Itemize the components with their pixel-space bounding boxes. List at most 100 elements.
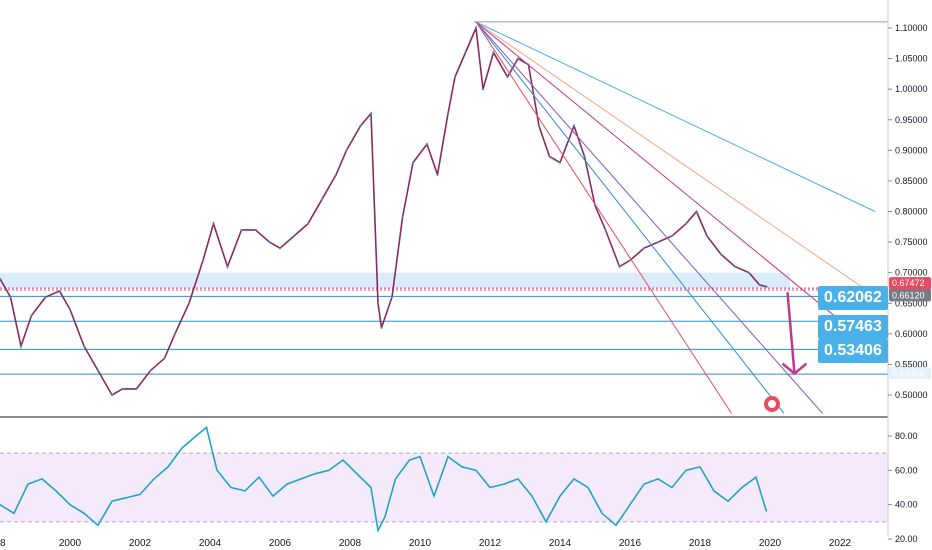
price-point: [390, 296, 394, 299]
price-y-tick-label: 1.10000: [895, 23, 928, 33]
price-point: [401, 216, 404, 219]
x-tick-label: 2016: [619, 538, 642, 549]
x-tick-label: 98: [0, 538, 6, 549]
price-point: [765, 285, 768, 288]
fan-line[interactable]: [475, 21, 876, 297]
oscillator-band: [0, 453, 888, 522]
price-badge[interactable]: [889, 289, 931, 302]
price-point: [481, 88, 485, 91]
fan-line[interactable]: [475, 21, 876, 350]
price-point: [82, 345, 86, 348]
price-point: [96, 369, 100, 372]
level-callout-3[interactable]: 0.53406: [818, 339, 888, 363]
price-badge[interactable]: [889, 277, 931, 290]
price-point: [474, 26, 478, 30]
price-point: [733, 265, 737, 268]
fan-line[interactable]: [475, 21, 876, 212]
osc-y-tick-label: 60.00: [895, 465, 918, 475]
price-point: [670, 234, 674, 238]
x-tick-label: 2000: [59, 538, 82, 549]
price-y-tick-label: 0.95000: [895, 115, 928, 125]
price-point: [628, 259, 632, 262]
price-point: [345, 149, 348, 152]
price-point: [58, 289, 61, 293]
price-y-tick-label: 0.50000: [895, 390, 928, 400]
price-point: [572, 124, 576, 127]
x-tick-label: 2014: [549, 538, 572, 549]
price-point: [583, 155, 586, 158]
price-badge-label: 0.66120: [892, 290, 925, 300]
price-point: [747, 271, 751, 274]
price-point: [369, 112, 373, 115]
price-badge-label: 0.67472: [892, 278, 925, 288]
price-point: [436, 173, 439, 176]
price-point: [201, 259, 205, 262]
price-point: [695, 210, 698, 213]
price-point: [548, 155, 551, 158]
price-point: [212, 222, 215, 225]
price-y-tick-label: 1.05000: [895, 54, 928, 64]
price-point: [320, 198, 324, 201]
osc-y-tick-label: 80.00: [895, 431, 918, 441]
price-point: [758, 283, 761, 286]
price-point: [537, 124, 541, 127]
price-point: [618, 265, 621, 268]
x-tick-label: 2008: [339, 538, 362, 549]
x-tick-label: 2004: [199, 538, 222, 549]
price-point: [121, 387, 124, 390]
price-badge-label: 0.53406: [892, 368, 925, 378]
projection-arrow-shaft[interactable]: [786, 292, 796, 374]
price-point: [656, 241, 660, 244]
price-point: [411, 161, 415, 164]
price-point: [380, 326, 383, 329]
price-point: [705, 234, 709, 238]
price-point: [306, 222, 310, 225]
price-point: [558, 161, 562, 164]
price-y-tick-label: 0.70000: [895, 268, 928, 278]
price-point: [719, 253, 723, 256]
price-point: [254, 228, 257, 231]
price-point: [446, 112, 450, 115]
event-flag-icon-inner: [768, 400, 776, 408]
oscillator-series-line[interactable]: [0, 425, 768, 533]
price-point: [44, 296, 47, 299]
fan-line[interactable]: [475, 21, 785, 414]
level-callout-1[interactable]: 0.62062: [818, 286, 888, 310]
price-point: [292, 234, 296, 238]
price-point: [359, 124, 362, 127]
price-point: [268, 241, 271, 244]
price-point: [506, 75, 509, 78]
price-point: [278, 247, 282, 250]
price-y-tick-label: 1.00000: [895, 84, 928, 94]
price-y-tick-label: 0.60000: [895, 329, 928, 339]
price-point: [9, 296, 12, 299]
price-y-tick-label: 0.75000: [895, 237, 928, 247]
price-badge[interactable]: [889, 367, 931, 380]
price-point: [604, 228, 607, 231]
price-point: [516, 57, 520, 60]
osc-y-tick-label: 20.00: [895, 534, 918, 544]
price-point: [376, 302, 380, 305]
price-point: [110, 393, 114, 397]
price-y-tick-label: 0.65000: [895, 298, 928, 308]
price-point: [226, 265, 229, 268]
price-y-tick-label: 0.90000: [895, 145, 928, 155]
x-tick-label: 2002: [129, 538, 152, 549]
price-point: [135, 387, 138, 390]
price-y-tick-label: 0.80000: [895, 207, 928, 217]
projection-arrow-head: [781, 362, 808, 376]
price-point: [453, 75, 457, 78]
level-callout-2[interactable]: 0.57463: [818, 315, 888, 339]
price-series-line[interactable]: [0, 24, 767, 397]
price-point: [173, 332, 177, 335]
price-point: [30, 314, 33, 317]
fan-line[interactable]: [475, 21, 732, 414]
price-point: [425, 143, 429, 146]
price-point: [19, 345, 23, 348]
price-point: [163, 357, 166, 360]
price-point: [684, 222, 688, 225]
x-tick-label: 2012: [479, 538, 502, 549]
x-tick-label: 2006: [269, 538, 292, 549]
fan-line[interactable]: [475, 21, 823, 414]
